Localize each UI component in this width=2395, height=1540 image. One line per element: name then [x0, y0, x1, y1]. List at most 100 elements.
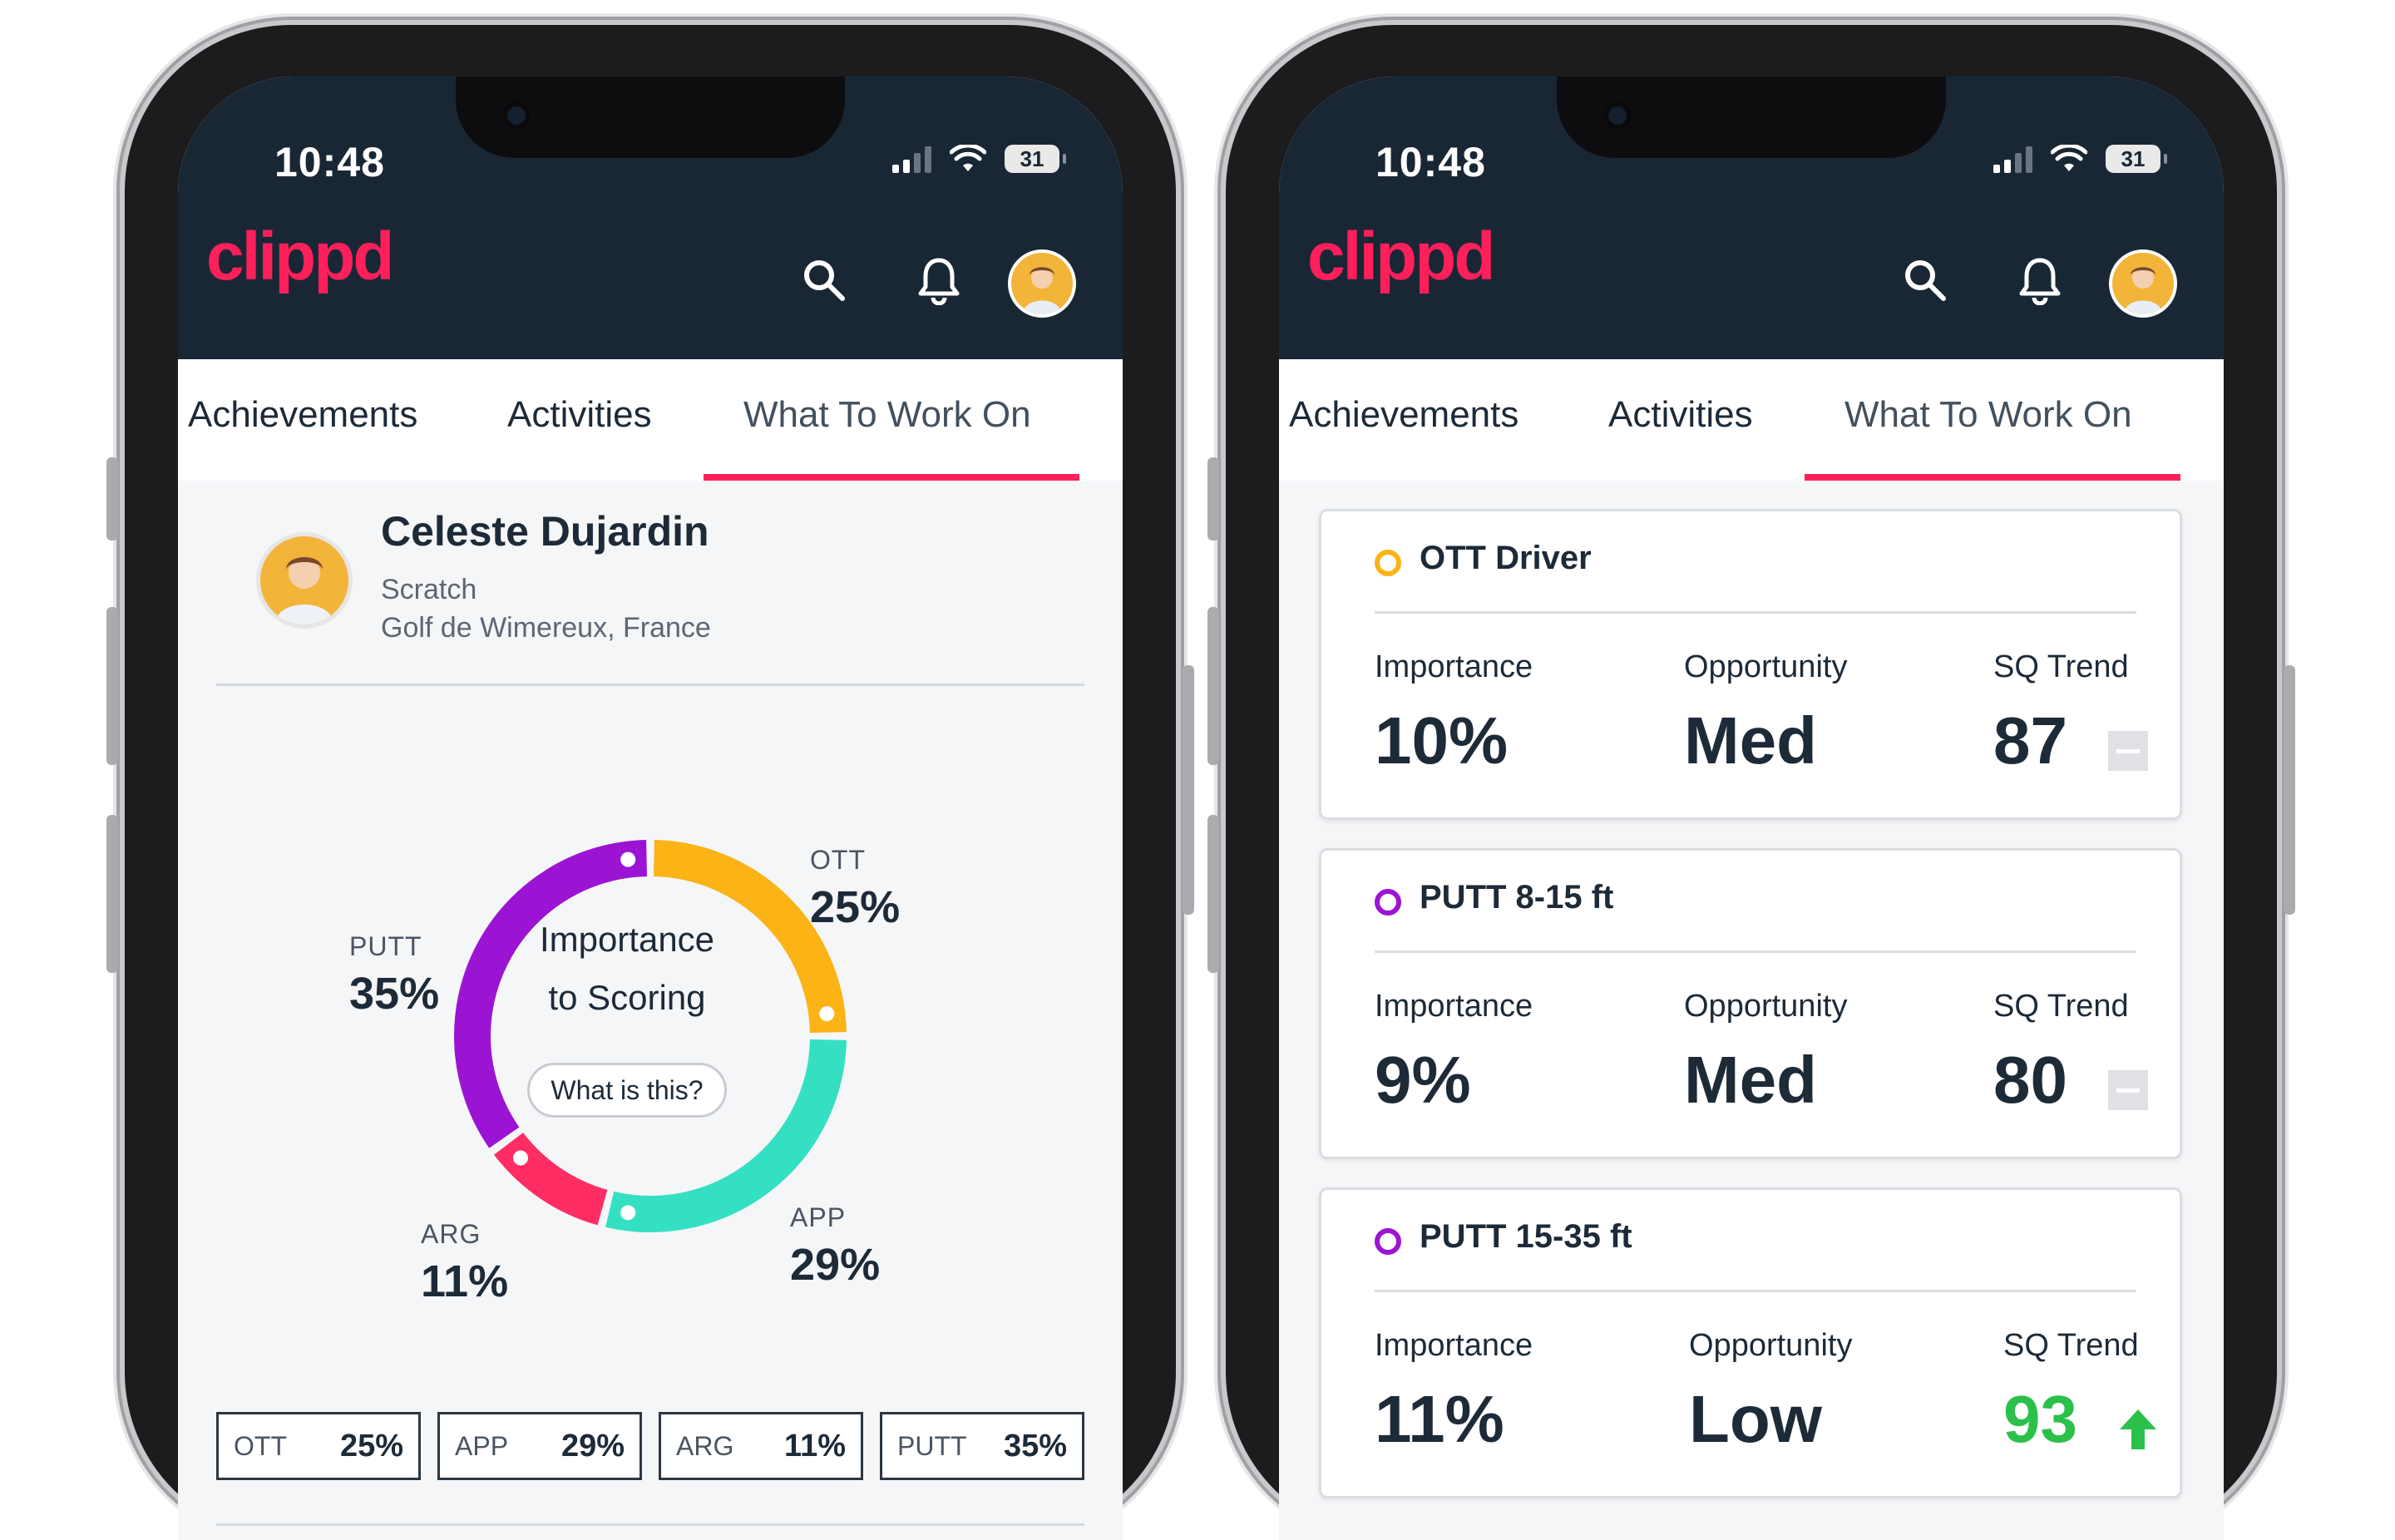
arg-label: ARG	[421, 1219, 481, 1249]
importance-label: Importance	[1375, 649, 1533, 684]
volume-down-button	[106, 815, 118, 973]
wifi-icon	[2051, 145, 2087, 171]
signal-icon	[892, 145, 931, 173]
tab-achievements[interactable]: Achievements	[1289, 394, 1519, 435]
sq-trend-value: 80	[1993, 1043, 2067, 1117]
sq-trend-label: SQ Trend	[1993, 649, 2129, 684]
tab-what-to-work-on[interactable]: What To Work On	[743, 394, 1031, 435]
main-content: Celeste Dujardin Scratch Golf de Wimereu…	[178, 481, 1123, 1540]
donut-marker-arg	[508, 1145, 534, 1171]
work-card-putt-8-15[interactable]: PUTT 8-15 ft Importance Opportunity SQ T…	[1319, 848, 2182, 1159]
summary-pill-app[interactable]: APP 29%	[437, 1412, 642, 1480]
divider	[216, 684, 1084, 686]
tab-bar: Achievements Activities What To Work On	[178, 359, 1123, 481]
pill-label: OTT	[234, 1430, 287, 1461]
importance-label: Importance	[1375, 1328, 1533, 1363]
wifi-icon	[950, 145, 986, 171]
phone-right: 10:48 31 clippd	[1207, 25, 2295, 1540]
active-tab-indicator	[1805, 474, 2180, 481]
phone-left: 10:48 31 clippd	[106, 25, 1194, 1540]
work-card-ott-driver[interactable]: OTT Driver Importance Opportunity SQ Tre…	[1319, 509, 2182, 820]
mute-switch	[1207, 457, 1219, 540]
donut-marker-ott	[814, 1001, 840, 1027]
app-label: APP	[790, 1202, 847, 1232]
summary-pill-ott[interactable]: OTT 25%	[216, 1412, 421, 1480]
up-arrow-icon	[2120, 1409, 2156, 1449]
battery-icon: 31	[1005, 145, 1066, 173]
power-button	[2284, 665, 2295, 915]
ott-label: OTT	[810, 845, 866, 875]
neutral-trend-icon	[2108, 1070, 2148, 1110]
sq-trend-label: SQ Trend	[2003, 1328, 2139, 1363]
donut-title-line2: to Scoring	[548, 978, 706, 1017]
signal-icon	[1993, 145, 2032, 173]
card-title: PUTT 15-35 ft	[1420, 1218, 1632, 1255]
status-dot-icon	[1375, 1228, 1401, 1255]
status-time: 10:48	[1375, 139, 1486, 185]
opportunity-label: Opportunity	[1684, 649, 1848, 684]
notch	[456, 77, 845, 158]
importance-value: 9%	[1375, 1043, 1471, 1117]
importance-value: 10%	[1375, 703, 1509, 777]
opportunity-value: Low	[1689, 1382, 1822, 1456]
status-dot-icon	[1375, 889, 1401, 916]
screen: 10:48 31 clippd	[1279, 77, 2224, 1540]
opportunity-label: Opportunity	[1689, 1328, 1853, 1363]
work-card-putt-15-35[interactable]: PUTT 15-35 ft Importance Opportunity SQ …	[1319, 1187, 2182, 1498]
card-divider	[1375, 611, 2136, 614]
profile-club: Golf de Wimereux, France	[381, 612, 711, 644]
donut-segment-app	[605, 1039, 847, 1232]
arg-value: 11%	[421, 1256, 509, 1306]
card-title: PUTT 8-15 ft	[1420, 879, 1614, 916]
sq-trend-value: 93	[2003, 1382, 2077, 1456]
tab-activities[interactable]: Activities	[1608, 394, 1753, 435]
putt-label: PUTT	[349, 931, 422, 961]
pill-value: 29%	[560, 1428, 625, 1463]
pill-value: 11%	[784, 1428, 846, 1463]
active-tab-indicator	[704, 474, 1079, 481]
donut-title-line1: Importance	[539, 920, 715, 959]
clippd-logo[interactable]: clippd	[1307, 219, 1495, 294]
what-is-this-button[interactable]: What is this?	[527, 1063, 727, 1118]
pill-label: ARG	[676, 1430, 734, 1461]
sq-trend-label: SQ Trend	[1993, 989, 2129, 1024]
search-icon[interactable]	[1896, 251, 1954, 309]
avatar[interactable]	[1008, 249, 1076, 318]
work-on-list: OTT Driver Importance Opportunity SQ Tre…	[1279, 481, 2224, 1540]
status-time: 10:48	[274, 139, 385, 185]
volume-down-button	[1207, 815, 1219, 973]
importance-value: 11%	[1375, 1382, 1504, 1456]
pill-label: PUTT	[897, 1430, 967, 1461]
volume-up-button	[106, 607, 118, 765]
summary-pill-putt[interactable]: PUTT 35%	[880, 1412, 1084, 1480]
bell-icon[interactable]	[2011, 251, 2069, 309]
search-icon[interactable]	[795, 251, 853, 309]
donut-marker-app	[615, 1200, 641, 1226]
tab-bar: Achievements Activities What To Work On	[1279, 359, 2224, 481]
tab-activities[interactable]: Activities	[507, 394, 652, 435]
donut-segment-putt	[454, 840, 648, 1148]
power-button	[1183, 665, 1194, 915]
opportunity-value: Med	[1684, 703, 1817, 777]
status-icons: 31	[892, 145, 1066, 173]
camera	[502, 101, 531, 130]
status-icons: 31	[1993, 145, 2167, 173]
neutral-trend-icon	[2108, 731, 2148, 771]
importance-label: Importance	[1375, 989, 1533, 1024]
card-title: OTT Driver	[1420, 540, 1592, 576]
clippd-logo[interactable]: clippd	[206, 219, 394, 294]
putt-value: 35%	[349, 969, 440, 1019]
avatar[interactable]	[2109, 249, 2177, 318]
tab-achievements[interactable]: Achievements	[188, 394, 418, 435]
tab-what-to-work-on[interactable]: What To Work On	[1844, 394, 2132, 435]
mute-switch	[106, 457, 118, 540]
divider	[216, 1523, 1084, 1526]
card-divider	[1375, 1290, 2136, 1292]
profile-avatar	[256, 532, 353, 629]
app-header: 10:48 31 clippd	[1279, 77, 2224, 359]
importance-donut-chart	[454, 840, 847, 1232]
summary-pill-arg[interactable]: ARG 11%	[659, 1412, 863, 1480]
profile-handicap: Scratch	[381, 574, 477, 605]
ott-value: 25%	[810, 882, 901, 932]
bell-icon[interactable]	[910, 251, 968, 309]
